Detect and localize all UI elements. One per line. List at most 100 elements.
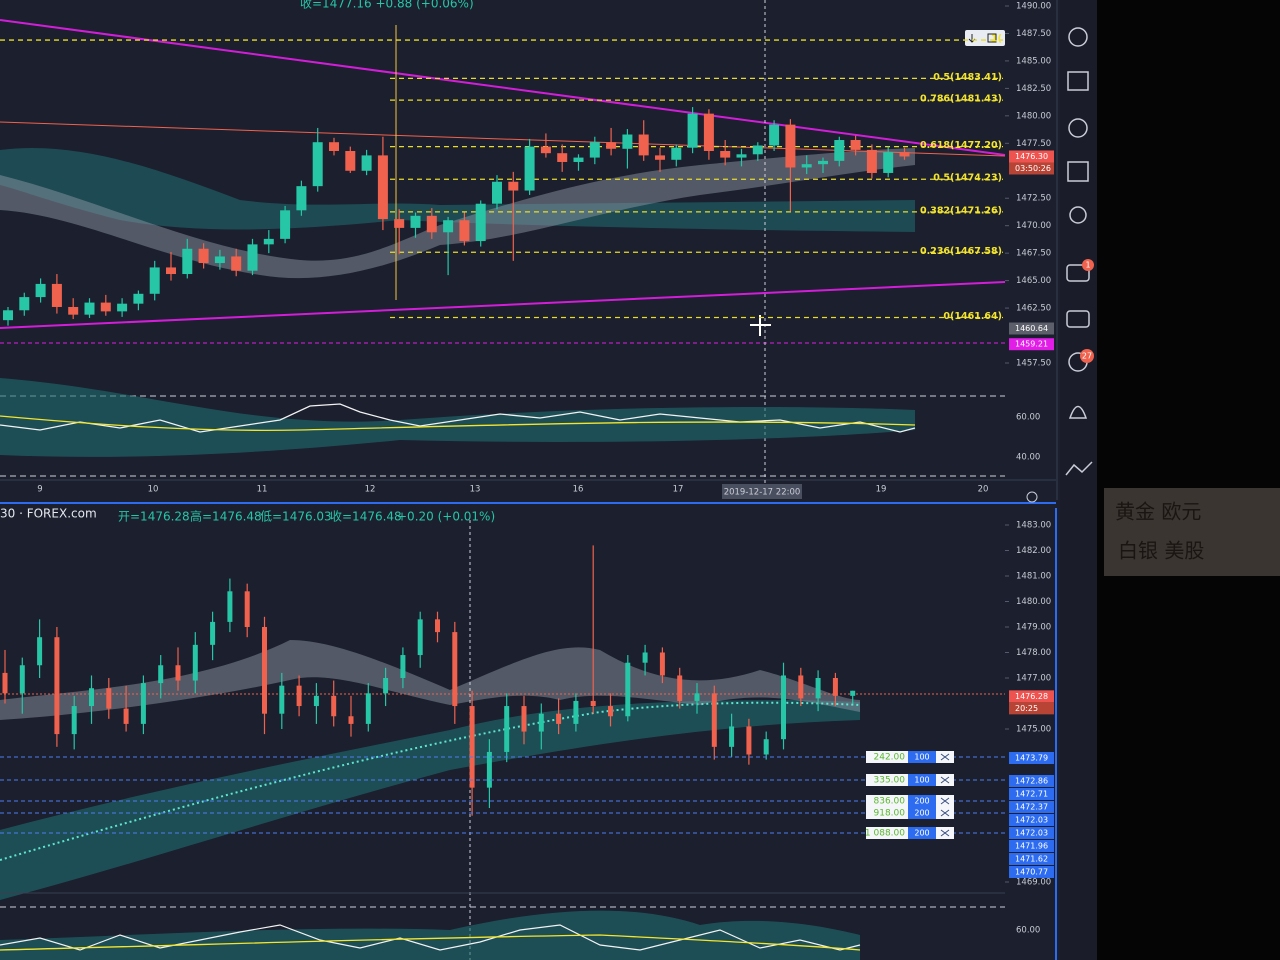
notifications-icon[interactable] [1068, 405, 1088, 419]
fib-label: 0.5(1474.23) [933, 173, 1002, 184]
candle-body [400, 655, 406, 678]
candle-body [123, 708, 129, 724]
candle-body [459, 220, 470, 242]
y-tick-label: 1472.50 [1016, 194, 1051, 204]
order-price-box [866, 795, 908, 807]
candle-body [214, 256, 225, 264]
time-label: 10 [148, 485, 159, 495]
order-close-icon [940, 776, 950, 784]
order-price-badge [1009, 775, 1054, 787]
fib-label: 0.5(1483.41) [933, 72, 1002, 83]
history-icon[interactable] [1068, 118, 1088, 138]
candle-body [263, 238, 274, 245]
candle-body [504, 706, 510, 752]
candle-body [538, 713, 544, 732]
candle-body [210, 621, 216, 645]
order-qty-box [908, 795, 936, 807]
candle-body [198, 248, 209, 264]
candle-body [435, 619, 440, 633]
time-label: 13 [470, 485, 481, 495]
candle-body [313, 695, 319, 707]
messages-icon[interactable] [1066, 310, 1090, 328]
trendline [0, 19, 1006, 156]
y-tick-label: 1490.00 [1016, 2, 1051, 12]
order-price-badge [1009, 866, 1054, 878]
calendar-icon[interactable] [1067, 161, 1089, 182]
y-tick-label: 1480.00 [1016, 597, 1051, 607]
candle-body [71, 706, 77, 735]
candle-body [175, 665, 181, 681]
trading-icon[interactable] [1065, 461, 1093, 476]
candle-body [834, 140, 845, 161]
candle-body [659, 652, 665, 676]
chat-icon[interactable] [1066, 264, 1090, 282]
order-price-label: 1472.71 [1015, 790, 1048, 799]
price-badge [1009, 690, 1054, 703]
order-price-box [866, 827, 908, 839]
candle-body [262, 627, 267, 714]
time-label: 17 [673, 485, 684, 495]
settings-icon[interactable] [1026, 491, 1038, 503]
order-price: 242.00 [874, 753, 906, 763]
candle-body [394, 219, 405, 228]
candle-body [117, 303, 128, 312]
order-close-icon [940, 753, 950, 761]
ma-band [0, 640, 860, 720]
candle-body [106, 688, 112, 709]
candle-body [752, 145, 763, 155]
order-price-badge [1009, 801, 1054, 813]
y-tick-label: 1480.00 [1016, 111, 1051, 121]
price-badge-label: 1476.28 [1015, 692, 1048, 701]
order-price: 918.00 [874, 809, 906, 819]
candle-body [158, 665, 164, 684]
candle-body [35, 283, 46, 298]
candle-body [19, 297, 30, 311]
candle-body [19, 665, 25, 694]
badge-dot [1080, 349, 1094, 363]
candle-body [361, 155, 372, 171]
cursor [750, 315, 771, 336]
candle-body [140, 683, 146, 724]
y-tick-label: 1477.50 [1016, 139, 1051, 149]
time-label: 16 [573, 485, 584, 495]
y-tick-label: 1470.00 [1016, 221, 1051, 231]
crosshair-time-badge [722, 484, 802, 499]
fib-label: 0.786(1481.43) [920, 94, 1002, 105]
candle-body [677, 675, 683, 701]
candle-body [469, 706, 475, 788]
fib-label: 0.236(1467.58) [920, 246, 1002, 257]
sticky-note [1104, 488, 1280, 576]
cloud-band [0, 700, 860, 900]
candle-body [410, 215, 421, 228]
candle-body [312, 142, 323, 187]
candle-body [781, 675, 786, 740]
order-price-badge [1009, 752, 1054, 764]
candle-body [296, 186, 307, 211]
candle-body [348, 716, 354, 724]
candle-body [589, 142, 600, 158]
candle-body [622, 134, 633, 149]
fib-label: 0.382(1471.26) [920, 205, 1002, 216]
order-price-label: 1471.62 [1015, 855, 1048, 864]
order-price-badge [1009, 853, 1054, 865]
chat-badge: 27 [1082, 352, 1092, 361]
candle-body [524, 146, 535, 191]
order-price-label: 1473.79 [1015, 754, 1048, 763]
candle-body [244, 591, 250, 627]
order-price-badge [1009, 788, 1054, 800]
trendline [0, 281, 1006, 329]
order-qty-box [908, 751, 936, 763]
candle-body [798, 675, 804, 699]
ideas-icon[interactable] [1069, 206, 1087, 224]
sidebar-background [1060, 0, 1097, 960]
candle-body [227, 591, 233, 622]
candle-body [590, 700, 596, 707]
candle-body [540, 146, 551, 154]
candle-body [557, 153, 568, 162]
alarm-icon[interactable] [1068, 27, 1088, 47]
candle-body [556, 713, 562, 724]
bezel [1097, 0, 1280, 960]
price-badge [1009, 322, 1054, 335]
watchlist-icon[interactable] [1067, 71, 1089, 91]
